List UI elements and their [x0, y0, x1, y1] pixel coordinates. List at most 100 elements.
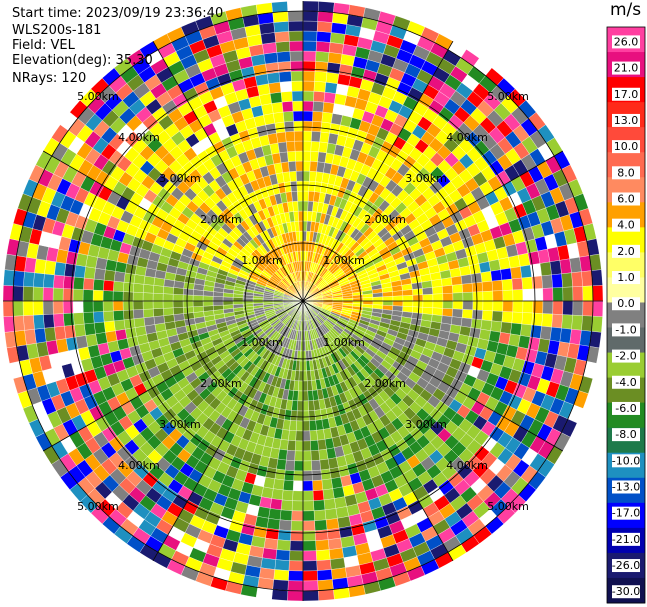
velocity-gate	[317, 439, 327, 451]
velocity-gate	[442, 308, 453, 317]
velocity-gate	[500, 267, 513, 281]
velocity-gate	[192, 295, 204, 302]
velocity-gate	[382, 291, 394, 297]
velocity-gate	[561, 272, 573, 288]
velocity-gate	[132, 291, 144, 302]
velocity-gate	[153, 308, 164, 317]
velocity-gate	[482, 290, 494, 302]
velocity-gate	[310, 141, 320, 152]
velocity-gate	[302, 130, 313, 142]
velocity-gate	[461, 283, 473, 293]
range-ring-label: 3.00km	[405, 172, 447, 185]
velocity-gate	[290, 181, 298, 192]
velocity-gate	[273, 111, 285, 124]
velocity-gate	[115, 328, 128, 341]
velocity-gate	[263, 113, 276, 126]
velocity-gate	[309, 430, 318, 441]
velocity-gate	[268, 508, 282, 520]
velocity-gate	[315, 419, 324, 431]
velocity-gate	[143, 308, 154, 318]
velocity-gate	[488, 259, 501, 272]
velocity-gate	[53, 313, 65, 328]
velocity-gate	[73, 312, 85, 326]
range-ring-label: 4.00km	[118, 131, 160, 144]
velocity-gate	[471, 309, 483, 320]
velocity-gate	[302, 400, 309, 412]
velocity-gate	[302, 500, 315, 512]
velocity-gate	[539, 261, 552, 277]
velocity-gate	[549, 260, 562, 276]
velocity-gate	[569, 257, 582, 273]
range-ring-label: 1.00km	[241, 336, 283, 349]
velocity-gate	[289, 171, 297, 182]
velocity-gate	[470, 272, 483, 284]
velocity-gate	[132, 300, 144, 311]
velocity-gate	[292, 100, 304, 112]
velocity-gate	[286, 450, 296, 461]
velocity-gate	[260, 557, 276, 570]
velocity-gate	[289, 40, 304, 52]
velocity-gate	[297, 190, 304, 202]
velocity-gate	[302, 380, 308, 392]
velocity-gate	[320, 121, 332, 134]
velocity-gate	[259, 22, 275, 35]
velocity-gate	[325, 72, 340, 84]
velocity-gate	[322, 101, 335, 114]
velocity-gate	[571, 314, 583, 331]
velocity-gate	[302, 590, 319, 601]
velocity-gate	[520, 264, 532, 279]
velocity-gate	[287, 590, 304, 601]
velocity-gate	[173, 287, 184, 295]
velocity-gate	[313, 81, 327, 93]
velocity-gate	[292, 110, 304, 122]
velocity-gate	[83, 277, 95, 291]
velocity-gate	[502, 300, 514, 313]
velocity-gate	[93, 267, 106, 281]
velocity-gate	[273, 478, 285, 491]
velocity-gate	[559, 258, 572, 274]
velocity-gate	[308, 410, 316, 421]
velocity-gate	[452, 300, 464, 310]
velocity-gate	[302, 350, 307, 362]
velocity-gate	[318, 448, 329, 461]
velocity-gate	[431, 278, 443, 288]
velocity-gate	[571, 271, 583, 288]
velocity-gate	[173, 307, 184, 315]
velocity-gate	[330, 476, 343, 489]
velocity-gate	[541, 313, 553, 328]
velocity-gate	[319, 458, 330, 471]
velocity-gate	[302, 490, 314, 502]
velocity-gate	[277, 61, 292, 73]
velocity-gate	[422, 300, 434, 308]
velocity-gate	[287, 440, 296, 451]
velocity-gate	[309, 420, 317, 431]
velocity-gate	[302, 120, 313, 132]
range-ring-label: 5.00km	[487, 500, 529, 513]
velocity-gate	[392, 290, 404, 297]
range-ring-label: 4.00km	[446, 131, 488, 144]
velocity-gate	[54, 325, 67, 341]
velocity-gate	[462, 300, 474, 311]
velocity-gate	[318, 1, 335, 13]
velocity-gate	[490, 320, 503, 333]
velocity-gate	[281, 101, 294, 113]
velocity-gate	[321, 478, 333, 491]
velocity-gate	[277, 529, 292, 541]
velocity-gate	[313, 91, 326, 103]
velocity-gate	[302, 510, 315, 522]
velocity-gate	[42, 300, 54, 315]
velocity-gate	[320, 468, 332, 481]
colorbar-tick-label: 17.0	[614, 88, 639, 101]
velocity-gate	[279, 509, 293, 521]
velocity-gate	[72, 288, 84, 302]
velocity-gate	[432, 286, 443, 295]
velocity-gate	[173, 313, 185, 322]
velocity-gate	[62, 300, 74, 314]
velocity-gate	[212, 296, 224, 302]
velocity-gate	[302, 1, 319, 12]
velocity-gate	[324, 508, 338, 520]
velocity-gate	[288, 570, 304, 582]
velocity-gate	[266, 72, 281, 84]
velocity-gate	[314, 71, 328, 83]
